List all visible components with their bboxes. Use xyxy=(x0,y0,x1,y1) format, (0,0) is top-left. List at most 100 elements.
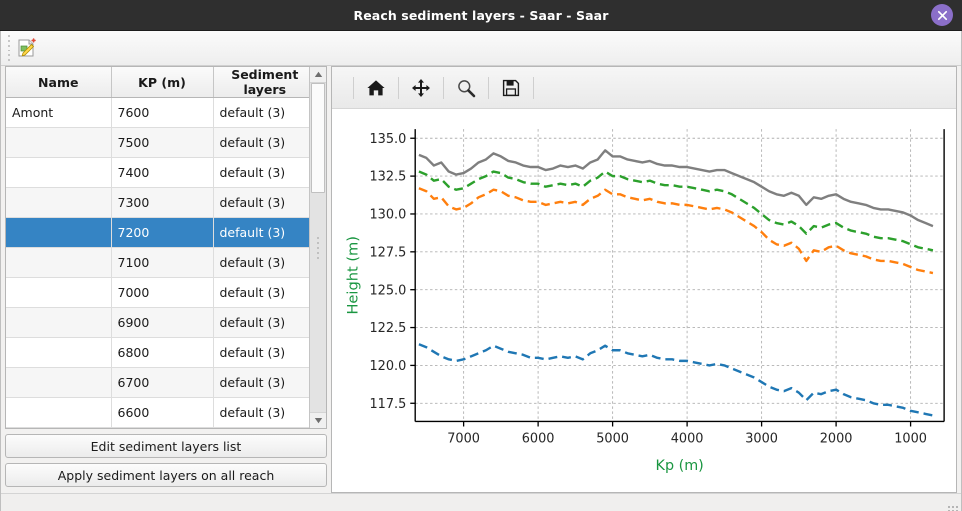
toolbar-separator xyxy=(533,76,534,99)
x-tick-label: 4000 xyxy=(671,432,704,447)
row-name[interactable] xyxy=(6,397,112,428)
scrollbar-thumb[interactable] xyxy=(311,83,325,193)
row-sediment[interactable]: default (3) xyxy=(213,367,309,398)
y-tick-label: 132.5 xyxy=(369,170,406,185)
row-sediment[interactable]: default (3) xyxy=(213,97,309,128)
chart-series-line xyxy=(418,170,934,252)
row-kp[interactable]: 7300 xyxy=(111,187,214,218)
table-row[interactable]: 6700 default (3) xyxy=(6,367,309,398)
row-kp[interactable]: 7000 xyxy=(111,277,214,308)
table-row[interactable]: 7500 default (3) xyxy=(6,127,309,158)
table-row[interactable]: 6900 default (3) xyxy=(6,307,309,338)
row-name[interactable] xyxy=(6,157,112,188)
chart-pane: 117.5 120.0 122.5 125.0 127.5 130.0 132.5 135.0… xyxy=(331,66,957,493)
scrollbar-grip-dots xyxy=(317,236,319,259)
table-scroll-area[interactable]: Name KP (m) Sediment layers Amont 7600 def… xyxy=(6,67,309,428)
status-bar xyxy=(1,493,961,511)
apply-sediment-layers-on-all-reach-button[interactable]: Apply sediment layers on all reach xyxy=(5,463,327,487)
table-header-row: Name KP (m) Sediment layers xyxy=(6,67,309,98)
row-sediment[interactable]: default (3) xyxy=(213,157,309,188)
chart-toolbar xyxy=(332,67,956,109)
edit-sediment-layers-list-button[interactable]: Edit sediment layers list xyxy=(5,434,327,458)
scroll-up-arrow-icon[interactable] xyxy=(310,67,326,83)
x-tick-label: 7000 xyxy=(447,432,480,447)
height-vs-kp-chart: 117.5 120.0 122.5 125.0 127.5 130.0 132.5 135.0… xyxy=(346,129,945,474)
zoom-rect-button[interactable] xyxy=(451,73,481,103)
table-vertical-scrollbar[interactable] xyxy=(309,67,326,428)
column-header-kp[interactable]: KP (m) xyxy=(111,67,214,98)
y-axis-label: Height (m) xyxy=(346,236,362,314)
row-sediment[interactable]: default (3) xyxy=(213,337,309,368)
x-tick-label: 2000 xyxy=(820,432,853,447)
row-kp[interactable]: 6600 xyxy=(111,397,214,428)
window-body: Name KP (m) Sediment layers Amont 7600 def… xyxy=(0,31,962,511)
chart-series-line xyxy=(418,149,934,228)
y-tick-label: 120.0 xyxy=(369,359,406,374)
window-title: Reach sediment layers - Saar - Saar xyxy=(353,7,609,23)
save-icon xyxy=(502,79,520,96)
table-row[interactable]: 7100 default (3) xyxy=(6,247,309,278)
x-axis-label: Kp (m) xyxy=(656,458,704,474)
row-name[interactable] xyxy=(6,187,112,218)
y-tick-label: 127.5 xyxy=(369,245,406,260)
row-sediment[interactable]: default (3) xyxy=(213,307,309,338)
y-tick-label: 122.5 xyxy=(369,321,406,336)
move-icon xyxy=(412,78,430,97)
row-kp[interactable]: 7600 xyxy=(111,97,214,128)
chart-canvas[interactable]: 117.5 120.0 122.5 125.0 127.5 130.0 132.5 135.0… xyxy=(332,109,956,492)
zoom-icon xyxy=(458,79,476,97)
row-kp[interactable]: 6900 xyxy=(111,307,214,338)
edit-document-button[interactable] xyxy=(12,34,40,62)
row-name[interactable] xyxy=(6,307,112,338)
close-icon[interactable] xyxy=(931,4,953,26)
table-row[interactable]: 7300 default (3) xyxy=(6,187,309,218)
row-name[interactable]: Amont xyxy=(6,97,112,128)
row-sediment[interactable]: default (3) xyxy=(213,277,309,308)
row-name[interactable] xyxy=(6,247,112,278)
row-kp[interactable]: 7500 xyxy=(111,127,214,158)
column-header-sediment-layers[interactable]: Sediment layers xyxy=(213,67,309,98)
y-tick-label: 117.5 xyxy=(369,397,406,412)
sediment-layers-table: Name KP (m) Sediment layers Amont 7600 def… xyxy=(6,67,309,428)
row-name[interactable] xyxy=(6,367,112,398)
table-row[interactable]: 6800 default (3) xyxy=(6,337,309,368)
toolbar-separator xyxy=(488,76,489,99)
y-tick-label: 135.0 xyxy=(369,132,406,147)
toolbar-separator xyxy=(353,76,354,99)
row-name[interactable] xyxy=(6,277,112,308)
x-tick-label: 5000 xyxy=(596,432,629,447)
row-sediment[interactable]: default (3) xyxy=(213,247,309,278)
chart-series-line xyxy=(418,187,934,275)
pan-button[interactable] xyxy=(406,73,436,103)
row-sediment[interactable]: default (3) xyxy=(213,397,309,428)
sediment-layers-table-container: Name KP (m) Sediment layers Amont 7600 def… xyxy=(5,66,327,429)
scrollbar-track[interactable] xyxy=(310,83,326,412)
row-name[interactable] xyxy=(6,217,112,248)
row-kp[interactable]: 7400 xyxy=(111,157,214,188)
row-name[interactable] xyxy=(6,337,112,368)
table-row[interactable]: 7200 default (3) xyxy=(6,217,309,248)
left-pane: Name KP (m) Sediment layers Amont 7600 def… xyxy=(1,66,331,493)
window-resize-grip[interactable] xyxy=(948,506,958,511)
table-row[interactable]: 7000 default (3) xyxy=(6,277,309,308)
row-name[interactable] xyxy=(6,127,112,158)
table-row[interactable]: 6600 default (3) xyxy=(6,397,309,428)
row-kp[interactable]: 7100 xyxy=(111,247,214,278)
save-figure-button[interactable] xyxy=(496,73,526,103)
home-icon xyxy=(367,79,385,95)
home-button[interactable] xyxy=(361,73,391,103)
row-sediment[interactable]: default (3) xyxy=(213,127,309,158)
row-sediment[interactable]: default (3) xyxy=(213,187,309,218)
scroll-down-arrow-icon[interactable] xyxy=(310,412,326,428)
row-sediment[interactable]: default (3) xyxy=(213,217,309,248)
table-row[interactable]: 7400 default (3) xyxy=(6,157,309,188)
row-kp[interactable]: 6700 xyxy=(111,367,214,398)
table-row[interactable]: Amont 7600 default (3) xyxy=(6,97,309,128)
toolbar-drag-handle[interactable] xyxy=(5,35,12,61)
edit-document-icon xyxy=(18,38,36,57)
chart-series-line xyxy=(418,343,934,417)
row-kp[interactable]: 6800 xyxy=(111,337,214,368)
column-header-name[interactable]: Name xyxy=(6,67,112,98)
row-kp[interactable]: 7200 xyxy=(111,217,214,248)
